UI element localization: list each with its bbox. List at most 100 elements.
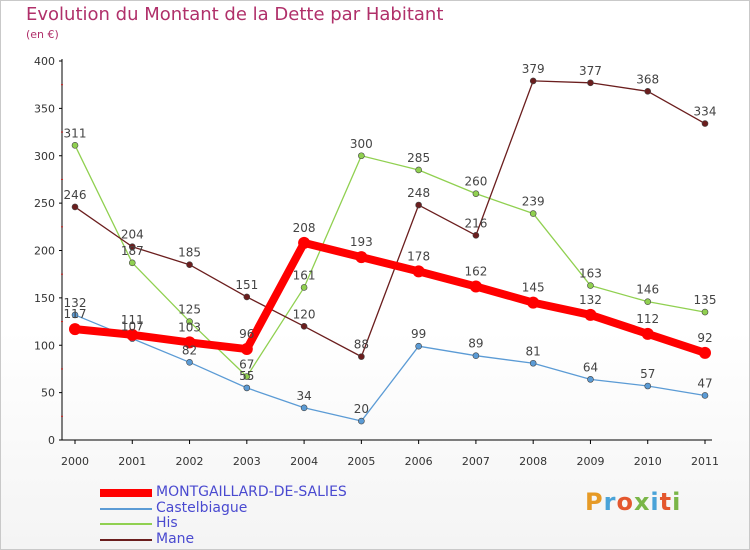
data-label: 57 (640, 367, 655, 381)
x-tick-label: 2001 (118, 455, 146, 468)
data-point (415, 342, 422, 350)
logo-letter: r (603, 488, 617, 516)
data-point (355, 251, 368, 264)
data-point (469, 280, 482, 293)
logo-letter: o (616, 488, 634, 516)
y-tick-label: 0 (48, 434, 55, 447)
logo-letter: i (672, 488, 682, 516)
x-tick-label: 2009 (576, 455, 604, 468)
data-label: 185 (178, 246, 201, 260)
data-point (644, 382, 652, 390)
data-label: 47 (697, 376, 712, 390)
data-point (701, 120, 709, 127)
data-label: 132 (64, 296, 87, 310)
chart-title: Evolution du Montant de la Dette par Hab… (26, 4, 444, 25)
data-point (243, 293, 251, 301)
data-label: 204 (121, 228, 144, 242)
data-label: 285 (407, 151, 430, 165)
series-line-montgaillard-de-salies (71, 238, 709, 357)
data-label: 88 (354, 338, 369, 352)
logo-letter: P (585, 488, 604, 516)
data-point (587, 282, 594, 289)
x-tick-label: 2008 (519, 455, 547, 468)
data-point (529, 77, 537, 85)
y-tick-label: 300 (34, 150, 55, 163)
data-label: 132 (579, 293, 602, 307)
data-point (71, 203, 79, 211)
data-point (186, 261, 193, 269)
data-point (587, 376, 594, 383)
data-point (243, 384, 251, 392)
data-point (71, 311, 79, 319)
data-label: 107 (121, 320, 144, 334)
data-point (644, 88, 652, 95)
data-point (412, 265, 425, 278)
data-point (300, 322, 308, 330)
data-point (701, 308, 709, 316)
x-tick-label: 2003 (233, 455, 261, 468)
data-point (358, 417, 365, 425)
data-label: 163 (579, 267, 602, 281)
legend-item: Mane (100, 530, 400, 548)
data-point (699, 346, 711, 359)
data-point (243, 373, 251, 380)
data-point (472, 232, 480, 239)
data-label: 208 (293, 221, 316, 235)
data-point (587, 79, 594, 87)
y-tick-label: 150 (34, 292, 55, 305)
data-label: 368 (636, 72, 659, 86)
logo-letter: x (633, 488, 651, 516)
data-label: 334 (694, 105, 717, 119)
data-label: 96 (239, 327, 254, 341)
data-label: 99 (411, 327, 426, 341)
data-label: 379 (522, 62, 545, 76)
data-point (529, 210, 537, 217)
data-label: 216 (464, 216, 487, 230)
proxiti-logo: Proxiti (585, 488, 681, 516)
data-label: 151 (235, 278, 258, 292)
data-label: 20 (354, 402, 369, 416)
data-point (415, 201, 422, 209)
unit-label: (en €) (26, 28, 59, 41)
data-point (300, 404, 308, 412)
data-label: 178 (407, 249, 430, 263)
legend-item: Castelbiague (100, 499, 400, 517)
data-point (298, 236, 311, 249)
data-point (358, 353, 365, 360)
x-tick-label: 2010 (634, 455, 662, 468)
data-label: 103 (178, 320, 201, 334)
series-lines (69, 77, 711, 425)
data-point (128, 259, 136, 267)
x-tick-label: 2002 (176, 455, 204, 468)
legend-item: MONTGAILLARD-DE-SALIES (100, 484, 400, 501)
data-point (527, 296, 540, 309)
legend-label: Castelbiague (156, 499, 248, 516)
data-label: 64 (583, 360, 598, 374)
legend-swatch (100, 523, 152, 525)
data-label: 300 (350, 137, 373, 151)
logo-letter: t (659, 488, 673, 516)
data-point (186, 359, 193, 366)
y-tick-label: 100 (34, 339, 55, 352)
data-label: 260 (464, 175, 487, 189)
data-point (69, 323, 81, 336)
data-label: 187 (121, 244, 144, 258)
axes: 0 50 100 150 200 250 300 350 400 2000 2001 2002 2003… (34, 55, 719, 468)
y-tick-label: 200 (34, 245, 55, 258)
x-tick-label: 2006 (405, 455, 433, 468)
data-labels: 132 107 82 55 34 20 99 89 81 64 57 47 311 187 125 67 161… (64, 62, 717, 416)
data-label: 377 (579, 64, 602, 78)
data-label: 111 (121, 313, 144, 327)
data-point (529, 359, 537, 367)
data-label: 239 (522, 195, 545, 209)
y-tick-label: 250 (34, 197, 55, 210)
data-point (472, 352, 480, 359)
data-label: 161 (293, 268, 316, 282)
legend-label: Mane (156, 530, 195, 547)
data-point (701, 392, 709, 399)
data-label: 67 (239, 358, 254, 372)
data-label: 112 (636, 312, 659, 326)
legend-label: His (156, 515, 178, 531)
series-line-mane (74, 80, 706, 358)
